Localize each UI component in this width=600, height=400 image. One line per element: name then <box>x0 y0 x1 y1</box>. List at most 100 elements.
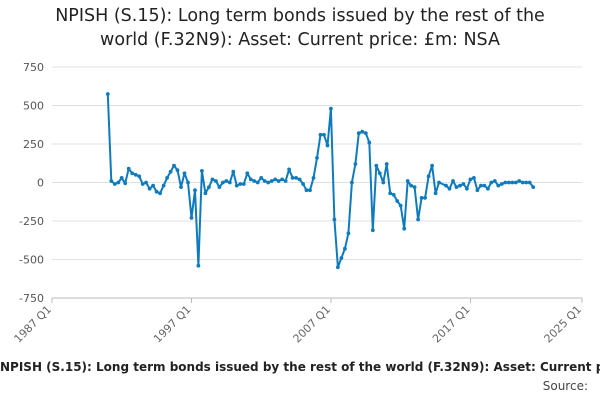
data-point[interactable] <box>322 132 326 137</box>
data-point[interactable] <box>367 140 372 145</box>
data-point[interactable] <box>154 189 159 194</box>
data-point[interactable] <box>217 185 222 190</box>
data-point[interactable] <box>360 129 365 134</box>
data-point[interactable] <box>461 182 466 186</box>
data-point[interactable] <box>189 216 194 220</box>
data-point[interactable] <box>297 177 302 182</box>
data-point[interactable] <box>444 183 448 188</box>
data-point[interactable] <box>196 263 201 268</box>
data-point[interactable] <box>524 180 529 185</box>
data-point[interactable] <box>419 196 424 200</box>
data-point[interactable] <box>158 191 163 196</box>
data-point[interactable] <box>353 162 358 166</box>
data-point[interactable] <box>343 246 347 251</box>
data-point[interactable] <box>231 169 236 174</box>
data-point[interactable] <box>395 199 400 203</box>
data-point[interactable] <box>437 180 441 185</box>
data-point[interactable] <box>283 179 288 183</box>
data-point[interactable] <box>161 183 166 188</box>
data-point[interactable] <box>492 179 497 183</box>
data-point[interactable] <box>451 179 455 183</box>
data-point[interactable] <box>486 186 490 191</box>
data-point[interactable] <box>273 177 278 182</box>
data-point[interactable] <box>137 174 142 179</box>
data-point[interactable] <box>412 185 417 190</box>
data-point[interactable] <box>318 132 323 137</box>
data-point[interactable] <box>301 182 305 186</box>
data-point[interactable] <box>391 192 396 197</box>
data-point[interactable] <box>468 177 473 182</box>
data-point[interactable] <box>123 181 128 186</box>
data-point[interactable] <box>252 179 257 183</box>
data-point[interactable] <box>506 180 511 185</box>
data-point[interactable] <box>203 191 208 196</box>
data-point[interactable] <box>221 180 225 185</box>
data-point[interactable] <box>454 185 459 190</box>
data-point[interactable] <box>329 106 333 111</box>
data-point[interactable] <box>172 163 176 168</box>
data-point[interactable] <box>290 176 295 180</box>
data-point[interactable] <box>193 188 197 193</box>
data-point[interactable] <box>112 182 117 186</box>
data-point[interactable] <box>384 162 389 166</box>
data-point[interactable] <box>133 172 138 177</box>
data-point[interactable] <box>140 182 145 186</box>
data-point[interactable] <box>119 176 124 180</box>
data-point[interactable] <box>531 185 536 190</box>
data-point[interactable] <box>377 171 382 176</box>
data-point[interactable] <box>416 217 420 222</box>
data-point[interactable] <box>496 183 501 188</box>
data-point[interactable] <box>402 226 407 231</box>
data-point[interactable] <box>214 179 218 183</box>
data-point[interactable] <box>433 191 438 196</box>
data-point[interactable] <box>339 256 344 260</box>
data-point[interactable] <box>109 179 114 183</box>
data-point[interactable] <box>179 185 183 190</box>
data-point[interactable] <box>499 182 504 186</box>
data-point[interactable] <box>280 177 284 182</box>
data-point[interactable] <box>489 180 494 185</box>
data-point[interactable] <box>130 171 135 176</box>
data-point[interactable] <box>346 231 351 236</box>
data-point[interactable] <box>269 179 274 183</box>
data-point[interactable] <box>168 169 173 174</box>
data-point[interactable] <box>105 92 110 96</box>
data-point[interactable] <box>294 176 298 180</box>
data-point[interactable] <box>479 183 483 188</box>
data-point[interactable] <box>165 176 170 180</box>
data-point[interactable] <box>276 179 281 183</box>
data-point[interactable] <box>259 176 264 180</box>
data-point[interactable] <box>315 156 319 160</box>
data-point[interactable] <box>287 167 291 172</box>
data-point[interactable] <box>182 171 187 176</box>
data-point[interactable] <box>144 180 149 185</box>
data-point[interactable] <box>517 179 522 183</box>
data-point[interactable] <box>423 196 427 200</box>
data-point[interactable] <box>308 188 312 193</box>
data-point[interactable] <box>241 182 246 186</box>
data-point[interactable] <box>248 177 253 182</box>
data-point[interactable] <box>409 183 413 188</box>
data-point[interactable] <box>304 188 309 193</box>
data-point[interactable] <box>350 180 354 185</box>
data-point[interactable] <box>510 180 515 185</box>
data-point[interactable] <box>374 163 379 168</box>
data-point[interactable] <box>527 180 532 185</box>
data-point[interactable] <box>363 131 368 136</box>
data-point[interactable] <box>513 180 518 185</box>
data-point[interactable] <box>356 131 361 136</box>
data-point[interactable] <box>405 179 410 183</box>
data-point[interactable] <box>255 180 260 185</box>
data-point[interactable] <box>447 186 452 191</box>
data-point[interactable] <box>381 180 386 185</box>
data-point[interactable] <box>266 180 271 185</box>
data-point[interactable] <box>472 176 476 180</box>
data-point[interactable] <box>311 176 316 180</box>
data-point[interactable] <box>186 180 190 185</box>
data-point[interactable] <box>370 228 375 233</box>
data-point[interactable] <box>520 180 525 185</box>
data-point[interactable] <box>151 183 156 188</box>
data-point[interactable] <box>200 169 204 173</box>
data-point[interactable] <box>332 217 337 222</box>
data-point[interactable] <box>210 177 215 182</box>
